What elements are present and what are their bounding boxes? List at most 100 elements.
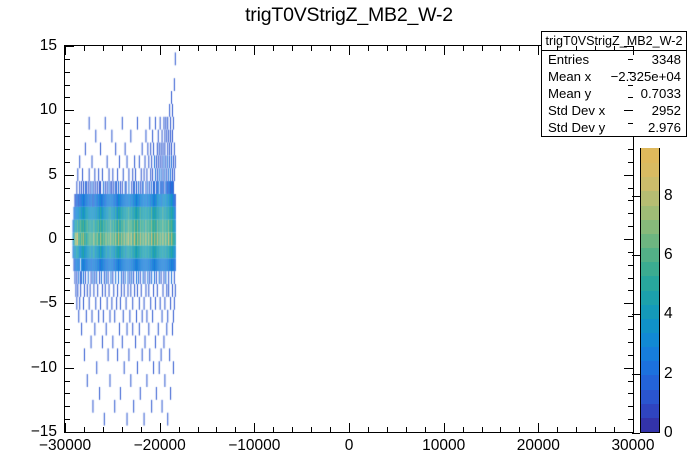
y-axis-minor-tick — [65, 329, 70, 330]
y-axis-minor-tick-right — [628, 342, 633, 343]
y-axis-minor-tick-right — [628, 226, 633, 227]
x-axis-minor-tick-top — [406, 46, 407, 51]
palette-color-cell — [641, 219, 659, 234]
y-axis-tick-label: 15 — [39, 37, 57, 54]
x-axis-minor-tick — [141, 427, 142, 432]
y-axis-minor-tick-right — [628, 265, 633, 266]
stats-row-value: 2952 — [651, 103, 681, 118]
palette-color-cell — [641, 417, 659, 432]
y-axis-minor-tick-right — [628, 355, 633, 356]
plot-frame[interactable] — [64, 45, 634, 433]
x-axis-minor-tick — [406, 427, 407, 432]
y-axis-minor-tick-right — [628, 136, 633, 137]
x-axis-major-tick-top — [538, 46, 539, 55]
x-axis-tick-label: −30000 — [38, 437, 92, 454]
stats-row-key: Entries — [548, 52, 590, 67]
x-axis-tick-label: −10000 — [228, 437, 281, 454]
stats-row: Mean y 0.7033 — [542, 85, 686, 102]
y-axis-minor-tick-right — [628, 316, 633, 317]
y-axis-minor-tick — [65, 213, 70, 214]
stats-row: Std Dev y 2.976 — [542, 119, 686, 136]
y-axis-major-tick — [65, 432, 74, 433]
x-axis-minor-tick — [576, 427, 577, 432]
x-axis-minor-tick — [311, 427, 312, 432]
y-axis-minor-tick — [65, 162, 70, 163]
y-axis-minor-tick — [65, 252, 70, 253]
y-axis-minor-tick — [65, 226, 70, 227]
x-axis-minor-tick — [463, 427, 464, 432]
palette-color-cell — [641, 261, 659, 277]
palette-color-cell — [641, 318, 659, 333]
y-axis-major-tick-right — [624, 46, 633, 47]
stats-row-key: Std Dev x — [548, 103, 606, 118]
palette-tick — [632, 433, 640, 434]
palette-tick-label: 0 — [664, 424, 673, 441]
y-axis-major-tick — [65, 175, 74, 176]
x-axis-minor-tick-top — [368, 46, 369, 51]
x-axis-minor-tick — [425, 427, 426, 432]
x-axis-minor-tick-top — [519, 46, 520, 51]
x-axis-minor-tick-top — [500, 46, 501, 51]
palette-color-cell — [641, 176, 659, 192]
y-axis-major-tick — [65, 239, 74, 240]
x-axis-minor-tick-top — [122, 46, 123, 51]
y-axis-minor-tick — [65, 72, 70, 73]
y-axis-minor-tick-right — [628, 85, 633, 86]
x-axis-minor-tick-top — [273, 46, 274, 51]
x-axis-minor-tick — [179, 427, 180, 432]
palette-tick — [632, 314, 640, 315]
x-axis-major-tick-top — [65, 46, 66, 55]
stats-row-value: 0.7033 — [640, 86, 681, 101]
y-axis-major-tick-right — [624, 368, 633, 369]
x-axis-minor-tick — [614, 427, 615, 432]
x-axis-major-tick-top — [349, 46, 350, 55]
y-axis-minor-tick-right — [628, 59, 633, 60]
x-axis-minor-tick — [368, 427, 369, 432]
x-axis-major-tick-top — [633, 46, 634, 55]
x-axis-minor-tick-top — [179, 46, 180, 51]
x-axis-minor-tick — [482, 427, 483, 432]
y-axis-minor-tick-right — [628, 123, 633, 124]
x-axis-minor-tick-top — [235, 46, 236, 51]
x-axis-minor-tick — [103, 427, 104, 432]
x-axis-major-tick — [160, 423, 161, 432]
y-axis-major-tick — [65, 368, 74, 369]
palette-tick-label: 4 — [664, 305, 673, 322]
y-axis-minor-tick — [65, 419, 70, 420]
x-axis-minor-tick-top — [387, 46, 388, 51]
palette-color-cell — [641, 289, 659, 305]
y-axis-minor-tick-right — [628, 97, 633, 98]
color-palette-axis[interactable] — [640, 148, 660, 433]
x-axis-minor-tick — [198, 427, 199, 432]
stats-row-key: Mean y — [548, 86, 592, 101]
x-axis-minor-tick-top — [614, 46, 615, 51]
y-axis-minor-tick — [65, 85, 70, 86]
palette-tick — [632, 255, 640, 256]
y-axis-minor-tick-right — [628, 72, 633, 73]
y-axis-minor-tick-right — [628, 290, 633, 291]
x-axis-tick-label: 10000 — [422, 437, 466, 454]
y-axis-minor-tick — [65, 97, 70, 98]
palette-color-cell — [641, 374, 659, 390]
x-axis-major-tick — [538, 423, 539, 432]
x-axis-minor-tick — [557, 427, 558, 432]
x-axis-tick-label: 0 — [344, 437, 354, 454]
x-axis-minor-tick-top — [198, 46, 199, 51]
x-axis-major-tick — [444, 423, 445, 432]
y-axis-minor-tick-right — [628, 406, 633, 407]
x-axis-major-tick — [65, 423, 66, 432]
y-axis-minor-tick — [65, 265, 70, 266]
palette-color-cell — [641, 233, 659, 249]
y-axis-minor-tick — [65, 136, 70, 137]
y-axis-minor-tick — [65, 406, 70, 407]
y-axis-minor-tick-right — [628, 213, 633, 214]
palette-tick-label: 8 — [664, 187, 673, 204]
y-axis-major-tick-right — [624, 175, 633, 176]
stats-row: Entries 3348 — [542, 51, 686, 68]
x-axis-minor-tick — [122, 427, 123, 432]
x-axis-minor-tick-top — [576, 46, 577, 51]
y-axis-major-tick — [65, 303, 74, 304]
y-axis-tick-label: 10 — [39, 101, 57, 119]
palette-color-cell — [641, 403, 659, 418]
palette-tick — [632, 196, 640, 197]
